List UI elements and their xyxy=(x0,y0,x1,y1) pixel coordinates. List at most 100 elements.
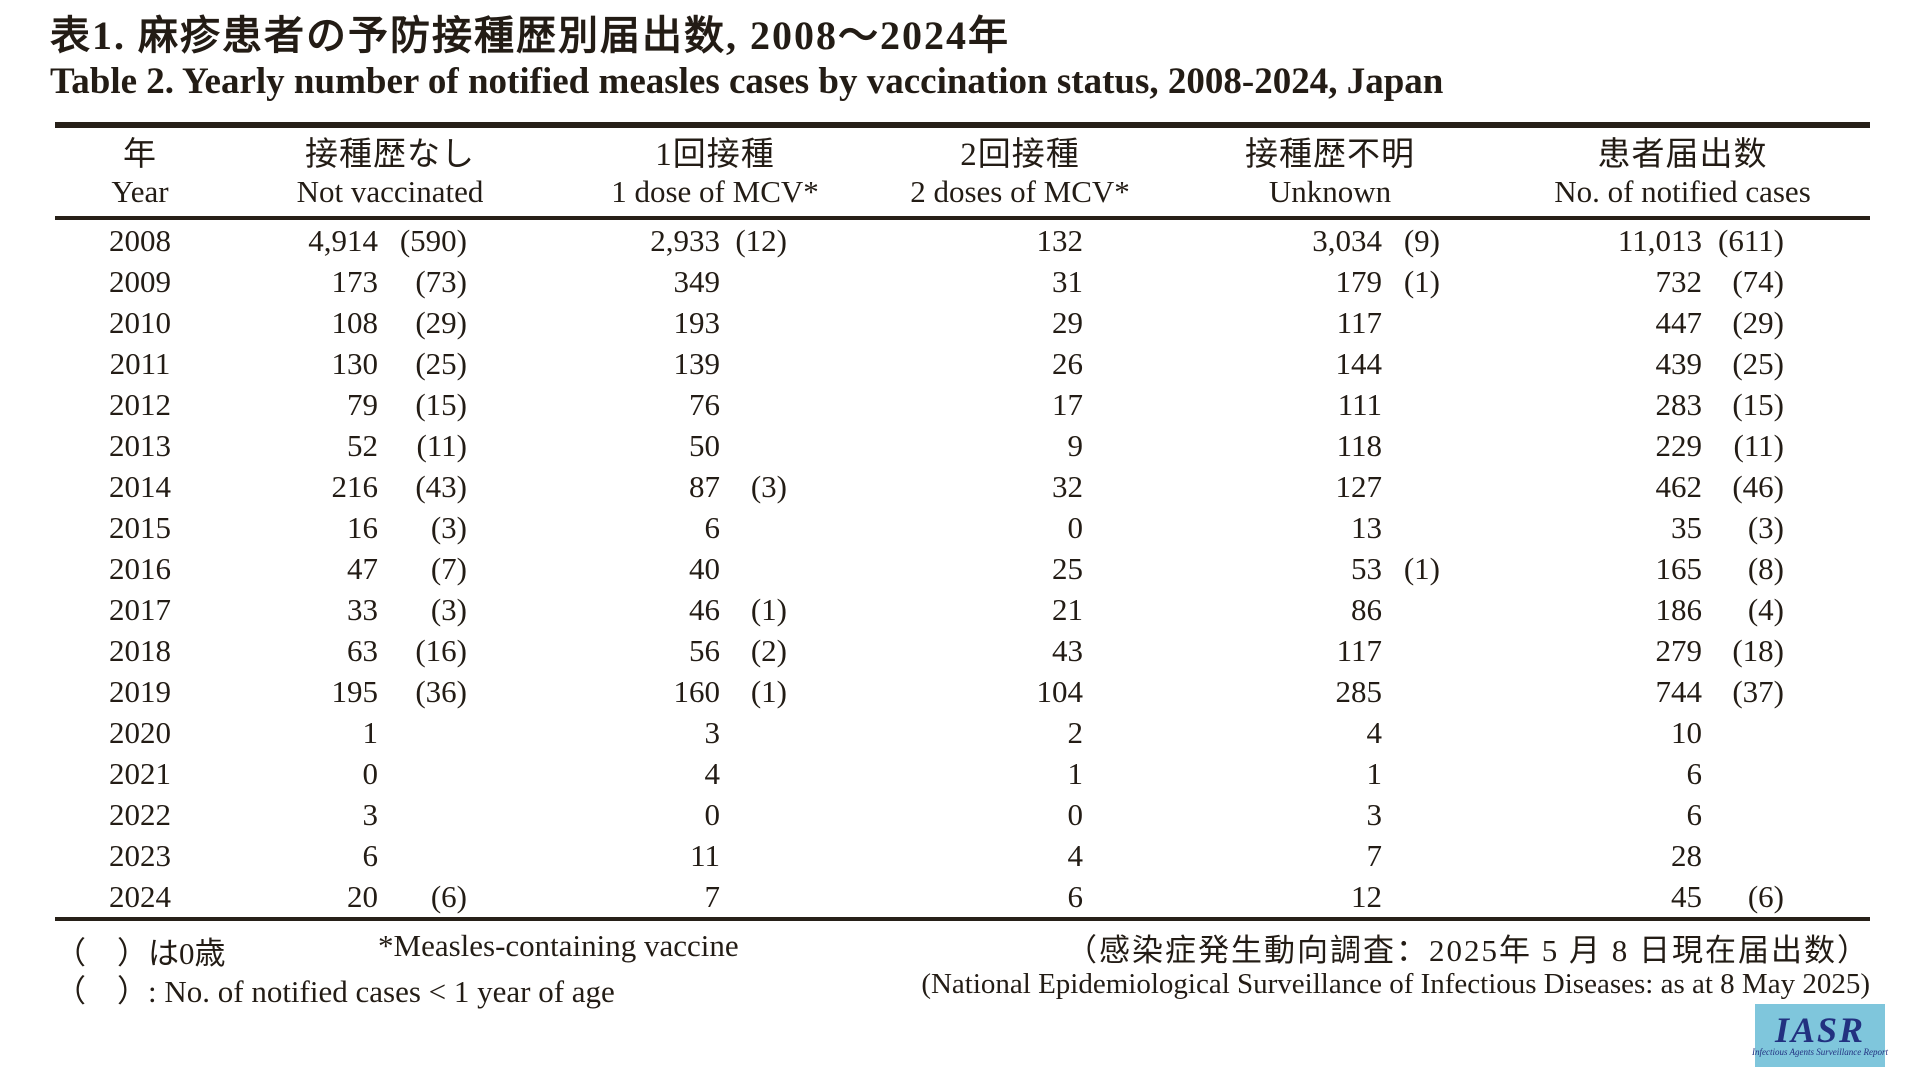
table-row: 2012 79 (15) 76 17 111 283 (15) xyxy=(55,384,1870,425)
unknown-cell: 86 xyxy=(1351,591,1382,627)
table-row: 2021 0 4 1 1 6 xyxy=(55,753,1870,794)
one-dose-cell: 349 xyxy=(673,263,721,299)
year-cell: 2014 xyxy=(109,468,171,504)
unknown-cell: 12 xyxy=(1351,878,1382,914)
not-vaccinated-cell: 173 (73) xyxy=(331,263,468,299)
notified-cases-cell: 6 xyxy=(1686,755,1703,791)
unknown-cell: 117 xyxy=(1336,632,1382,668)
table-header: 年 Year 接種歴なし Not vaccinated 1回接種 1 dose … xyxy=(55,125,1870,220)
notified-cases-cell: 10 xyxy=(1671,714,1702,750)
notified-cases-cell: 11,013 (611) xyxy=(1617,222,1784,258)
unknown-cell: 127 xyxy=(1335,468,1383,504)
one-dose-cell: 139 xyxy=(673,345,721,381)
not-vaccinated-cell: 4,914 (590) xyxy=(308,222,467,258)
iasr-logo: IASR Infectious Agents Surveillance Repo… xyxy=(1751,1004,1889,1067)
unknown-cell: 144 xyxy=(1335,345,1383,381)
not-vaccinated-cell: 1 xyxy=(362,714,379,750)
unknown-cell: 1 xyxy=(1366,755,1383,791)
table-row: 2016 47 (7) 40 25 53 (1) 165 (8) xyxy=(55,548,1870,589)
year-cell: 2020 xyxy=(109,714,171,750)
one-dose-cell: 6 xyxy=(704,509,721,545)
year-cell: 2022 xyxy=(109,796,171,832)
one-dose-cell: 11 xyxy=(690,837,720,873)
col-header-two-doses-en: 2 doses of MCV* xyxy=(910,174,1130,209)
unknown-cell: 118 xyxy=(1336,427,1382,463)
one-dose-cell: 2,933 (12) xyxy=(650,222,787,258)
table-row: 2015 16 (3) 6 0 13 35 (3) xyxy=(55,507,1870,548)
col-header-not-vaccinated-ja: 接種歴なし xyxy=(305,137,475,173)
two-doses-cell: 0 xyxy=(1067,796,1084,832)
two-doses-cell: 2 xyxy=(1067,714,1084,750)
notified-cases-cell: 279 (18) xyxy=(1655,632,1785,668)
two-doses-cell: 31 xyxy=(1052,263,1083,299)
one-dose-cell: 160 (1) xyxy=(673,673,788,709)
year-cell: 2024 xyxy=(109,878,171,914)
page-title-japanese: 表1. 麻疹患者の予防接種歴別届出数, 2008～2024年 xyxy=(50,13,1010,58)
two-doses-cell: 132 xyxy=(1036,222,1084,258)
year-cell: 2008 xyxy=(109,222,171,258)
year-cell: 2021 xyxy=(109,755,171,791)
unknown-cell: 7 xyxy=(1366,837,1383,873)
table-row: 2019 195 (36) 160 (1) 104 285 744 (37) xyxy=(55,671,1870,712)
notified-cases-cell: 732 (74) xyxy=(1655,263,1785,299)
col-header-one-dose: 1回接種 1 dose of MCV* xyxy=(555,125,875,220)
notified-cases-cell: 6 xyxy=(1686,796,1703,832)
unknown-cell: 3,034 (9) xyxy=(1312,222,1440,258)
two-doses-cell: 26 xyxy=(1052,345,1083,381)
notified-cases-cell: 229 (11) xyxy=(1655,427,1785,463)
not-vaccinated-cell: 130 (25) xyxy=(331,345,468,381)
not-vaccinated-cell: 47 (7) xyxy=(347,550,467,586)
notified-cases-cell: 744 (37) xyxy=(1655,673,1785,709)
not-vaccinated-cell: 6 xyxy=(362,837,379,873)
one-dose-cell: 46 (1) xyxy=(689,591,787,627)
two-doses-cell: 0 xyxy=(1067,509,1084,545)
table-row: 2024 20 (6) 7 6 12 45 (6) xyxy=(55,876,1870,919)
one-dose-cell: 4 xyxy=(704,755,721,791)
two-doses-cell: 17 xyxy=(1052,386,1083,422)
table-row: 2013 52 (11) 50 9 118 229 (11) xyxy=(55,425,1870,466)
footnote-asterisk: *Measles-containing vaccine xyxy=(378,928,739,963)
year-cell: 2012 xyxy=(109,386,171,422)
col-header-one-dose-ja: 1回接種 xyxy=(655,137,775,173)
year-cell: 2011 xyxy=(109,345,171,381)
year-cell: 2018 xyxy=(109,632,171,668)
two-doses-cell: 104 xyxy=(1036,673,1084,709)
not-vaccinated-cell: 3 xyxy=(362,796,379,832)
one-dose-cell: 76 xyxy=(689,386,720,422)
notified-cases-cell: 186 (4) xyxy=(1655,591,1785,627)
one-dose-cell: 40 xyxy=(689,550,720,586)
one-dose-cell: 7 xyxy=(704,878,721,914)
year-cell: 2009 xyxy=(109,263,171,299)
two-doses-cell: 1 xyxy=(1067,755,1084,791)
iasr-logo-fullname: Infectious Agents Surveillance Report xyxy=(1751,1047,1889,1057)
title-block: 表1. 麻疹患者の予防接種歴別届出数, 2008～2024年 Table 2. … xyxy=(50,12,1443,104)
notified-cases-cell: 283 (15) xyxy=(1655,386,1785,422)
year-cell: 2016 xyxy=(109,550,171,586)
two-doses-cell: 29 xyxy=(1052,304,1083,340)
one-dose-cell: 0 xyxy=(704,796,721,832)
two-doses-cell: 25 xyxy=(1052,550,1083,586)
year-cell: 2017 xyxy=(109,591,171,627)
one-dose-cell: 87 (3) xyxy=(689,468,787,504)
year-cell: 2013 xyxy=(109,427,171,463)
one-dose-cell: 3 xyxy=(704,714,721,750)
footnote-paren-english: （ ）: No. of notified cases < 1 year of a… xyxy=(55,974,615,1009)
table-row: 2023 6 11 4 7 28 xyxy=(55,835,1870,876)
not-vaccinated-cell: 0 xyxy=(362,755,379,791)
unknown-cell: 285 xyxy=(1335,673,1383,709)
col-header-unknown-en: Unknown xyxy=(1268,174,1392,209)
not-vaccinated-cell: 79 (15) xyxy=(347,386,467,422)
not-vaccinated-cell: 63 (16) xyxy=(347,632,467,668)
notified-cases-cell: 462 (46) xyxy=(1655,468,1785,504)
col-header-notified-cases: 患者届出数 No. of notified cases xyxy=(1495,125,1870,220)
notified-cases-cell: 45 (6) xyxy=(1671,878,1784,914)
unknown-cell: 3 xyxy=(1366,796,1383,832)
footnote-source-english: (National Epidemiological Surveillance o… xyxy=(921,968,1870,1000)
table-row: 2011 130 (25) 139 26 144 439 (25) xyxy=(55,343,1870,384)
unknown-cell: 13 xyxy=(1351,509,1382,545)
table-row: 2017 33 (3) 46 (1) 21 86 186 (4) xyxy=(55,589,1870,630)
not-vaccinated-cell: 20 (6) xyxy=(347,878,467,914)
table-row: 2009 173 (73) 349 31 179 (1) 732 (74) xyxy=(55,261,1870,302)
col-header-year-ja: 年 xyxy=(123,137,157,173)
header-row: 年 Year 接種歴なし Not vaccinated 1回接種 1 dose … xyxy=(55,125,1870,220)
